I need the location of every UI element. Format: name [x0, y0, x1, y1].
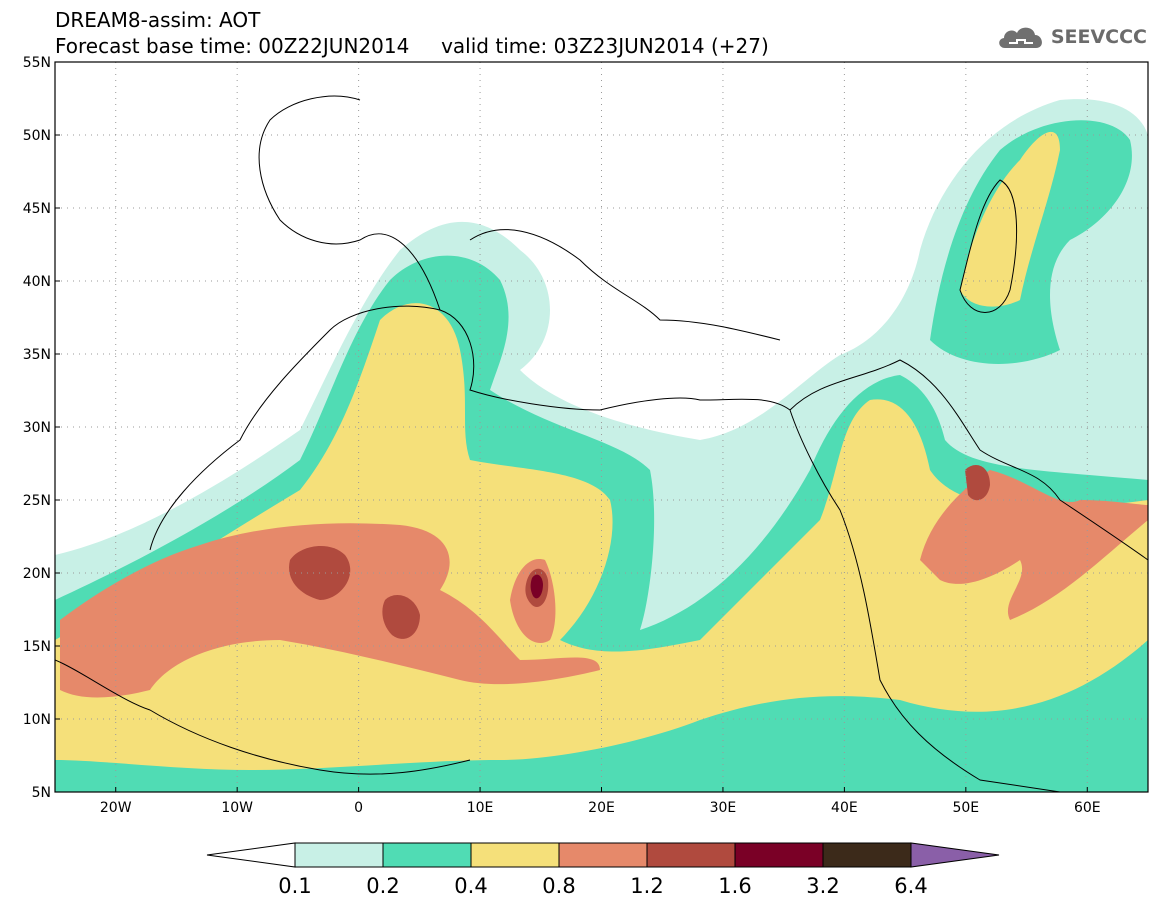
aot-fields: [55, 99, 1148, 792]
colorbar-labels: 0.1 0.2 0.4 0.8 1.2 1.6 3.2 6.4: [278, 874, 927, 898]
lat-label: 5N: [32, 785, 51, 801]
lon-label: 50E: [952, 800, 979, 816]
colorbar-tick-label: 1.2: [630, 874, 663, 898]
colorbar-box: [470, 842, 560, 868]
colorbar-box: [822, 842, 912, 868]
lon-label: 0: [354, 800, 363, 816]
colorbar-tick-label: 0.1: [278, 874, 311, 898]
lat-label: 35N: [23, 347, 51, 363]
colorbar-box: [294, 842, 384, 868]
lon-label: 40E: [831, 800, 858, 816]
map-title: DREAM8-assim: AOT: [55, 8, 261, 32]
cloud-icon: [999, 27, 1042, 48]
valid-time: valid time: 03Z23JUN2014 (+27): [441, 34, 769, 58]
colorbar-tick-label: 0.2: [366, 874, 399, 898]
map-grid: [55, 62, 1148, 792]
colorbar-box: [734, 842, 824, 868]
lon-label: 30E: [710, 800, 737, 816]
colorbar-tick-label: 6.4: [894, 874, 927, 898]
lat-label: 25N: [23, 493, 51, 509]
lat-label: 50N: [23, 128, 51, 144]
lon-label: 10E: [467, 800, 494, 816]
lat-label: 15N: [23, 639, 51, 655]
colorbar-over-triangle: [910, 842, 1000, 868]
lat-label: 55N: [23, 55, 51, 71]
colorbar-boxes: [206, 842, 1000, 868]
lat-label: 10N: [23, 712, 51, 728]
lat-label: 45N: [23, 201, 51, 217]
lat-label: 40N: [23, 274, 51, 290]
lon-label: 10W: [221, 800, 253, 816]
colorbar-tick-label: 3.2: [806, 874, 839, 898]
lon-label: 20E: [588, 800, 615, 816]
colorbar-box: [382, 842, 472, 868]
colorbar-tick-label: 1.6: [718, 874, 751, 898]
coastlines: [55, 95, 1148, 792]
lat-label: 20N: [23, 566, 51, 582]
base-time: Forecast base time: 00Z22JUN2014: [55, 34, 410, 58]
lon-axis-labels: 20W 10W 0 10E 20E 30E 40E 50E 60E: [100, 787, 1101, 816]
lat-axis-labels: 55N 50N 45N 40N 35N 30N 25N 20N 15N 10N 5N: [23, 55, 60, 801]
lon-label: 60E: [1074, 800, 1101, 816]
aot-band-1.2: [289, 465, 990, 639]
forecast-times: Forecast base time: 00Z22JUN2014 valid t…: [55, 35, 769, 57]
colorbar-box: [558, 842, 648, 868]
colorbar-tick-label: 0.8: [542, 874, 575, 898]
colorbar-box: [646, 842, 736, 868]
aot-band-1.6: [530, 574, 543, 599]
logo-text: SEEVCCC: [1050, 26, 1147, 48]
colorbar-under-triangle: [206, 842, 296, 868]
lat-label: 30N: [23, 420, 51, 436]
colorbar-tick-label: 0.4: [454, 874, 487, 898]
seevccc-logo: SEEVCCC: [995, 22, 1147, 52]
lon-label: 20W: [100, 800, 132, 816]
